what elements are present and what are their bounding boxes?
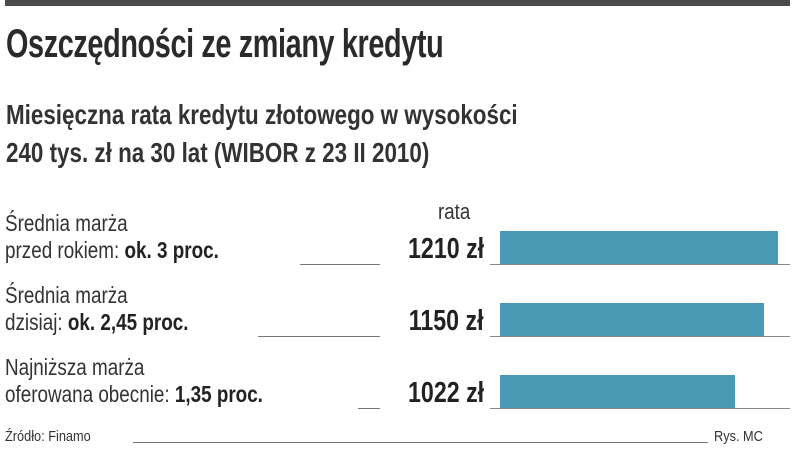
bar bbox=[500, 231, 778, 264]
value-label: 1210 zł bbox=[407, 233, 484, 265]
chart-title: Oszczędności ze zmiany kredytu bbox=[6, 22, 444, 66]
value-label: 1150 zł bbox=[409, 305, 484, 337]
bar-baseline bbox=[490, 336, 790, 337]
subtitle-line-2: 240 tys. zł na 30 lat (WIBOR z 23 II 201… bbox=[6, 137, 430, 168]
margin-value: ok. 3 proc. bbox=[124, 237, 219, 263]
bar-baseline bbox=[490, 264, 790, 265]
category-line-2: oferowana obecnie: 1,35 proc. bbox=[5, 381, 263, 408]
margin-value: 1,35 proc. bbox=[174, 381, 263, 407]
bar bbox=[500, 303, 765, 336]
category-line-1: Średnia marża bbox=[5, 210, 128, 236]
top-rule bbox=[5, 0, 790, 6]
category-label: Średnia marża przed rokiem: ok. 3 proc. bbox=[5, 210, 219, 264]
leader-line bbox=[358, 408, 380, 409]
category-line-1: Najniższa marża bbox=[5, 354, 145, 380]
category-line-2-text: oferowana obecnie: bbox=[5, 381, 175, 407]
bar bbox=[500, 375, 735, 408]
chart-subtitle: Miesięczna rata kredytu złotowego w wyso… bbox=[6, 96, 518, 172]
category-line-2-text: dzisiaj: bbox=[5, 309, 68, 335]
source-label: Źródło: Finamo bbox=[5, 428, 91, 445]
subtitle-line-1: Miesięczna rata kredytu złotowego w wyso… bbox=[6, 99, 518, 130]
footer-rule bbox=[133, 442, 708, 443]
category-line-2-text: przed rokiem: bbox=[5, 237, 125, 263]
value-label: 1022 zł bbox=[407, 377, 484, 409]
leader-line bbox=[258, 336, 380, 337]
bar-baseline bbox=[490, 408, 790, 409]
category-line-2: dzisiaj: ok. 2,45 proc. bbox=[5, 309, 188, 336]
margin-value: ok. 2,45 proc. bbox=[67, 309, 189, 335]
value-header: rata bbox=[438, 199, 471, 224]
category-label: Najniższa marża oferowana obecnie: 1,35 p… bbox=[5, 354, 263, 408]
leader-line bbox=[300, 264, 380, 265]
category-line-2: przed rokiem: ok. 3 proc. bbox=[5, 237, 219, 264]
credit-label: Rys. MC bbox=[714, 428, 763, 445]
category-line-1: Średnia marża bbox=[5, 282, 128, 308]
category-label: Średnia marża dzisiaj: ok. 2,45 proc. bbox=[5, 282, 188, 336]
